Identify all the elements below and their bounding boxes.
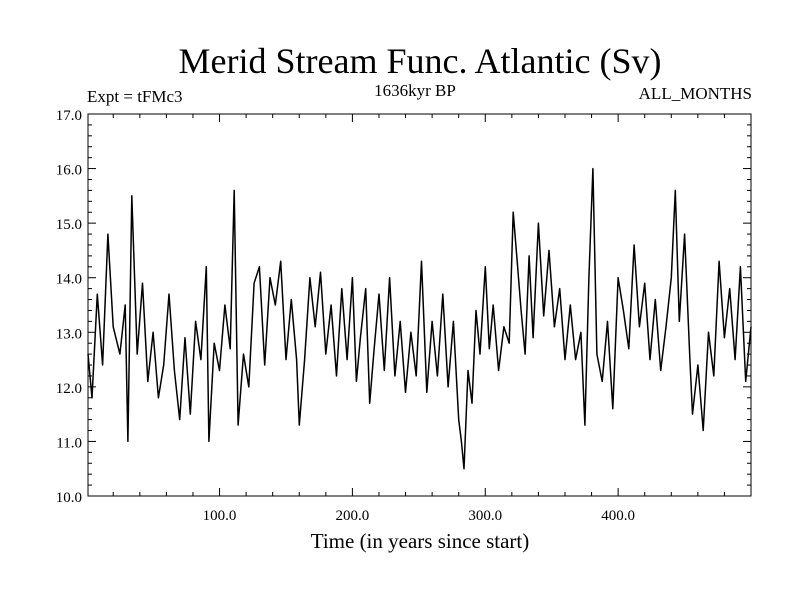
y-axis: 10.0 11.0 12.0 13.0 14.0 15.0 16.0 17.0: [56, 108, 751, 506]
y-tick-label: 16.0: [56, 163, 82, 179]
y-tick-label: 10.0: [56, 490, 82, 506]
x-tick-label: 400.0: [601, 508, 635, 524]
y-tick-label: 11.0: [56, 435, 82, 451]
x-tick-label: 200.0: [336, 508, 370, 524]
x-axis-label: Time (in years since start): [311, 529, 530, 553]
y-tick-label: 14.0: [56, 272, 82, 288]
series-line-atlantic-moc: [87, 167, 752, 470]
y-tick-label: 13.0: [56, 326, 82, 342]
experiment-label: Expt = tFMc3: [87, 87, 183, 106]
x-tick-label: 100.0: [203, 508, 237, 524]
y-tick-label: 15.0: [56, 217, 82, 233]
y-tick-label: 12.0: [56, 381, 82, 397]
x-axis: 100.0 200.0 300.0 400.0: [112, 114, 725, 524]
y-tick-label: 17.0: [56, 108, 82, 124]
x-tick-label: 300.0: [468, 508, 502, 524]
plot-frame: [87, 113, 752, 497]
chart-title: Merid Stream Func. Atlantic (Sv): [179, 41, 662, 81]
period-label: 1636kyr BP: [374, 81, 456, 100]
months-label: ALL_MONTHS: [639, 84, 752, 103]
